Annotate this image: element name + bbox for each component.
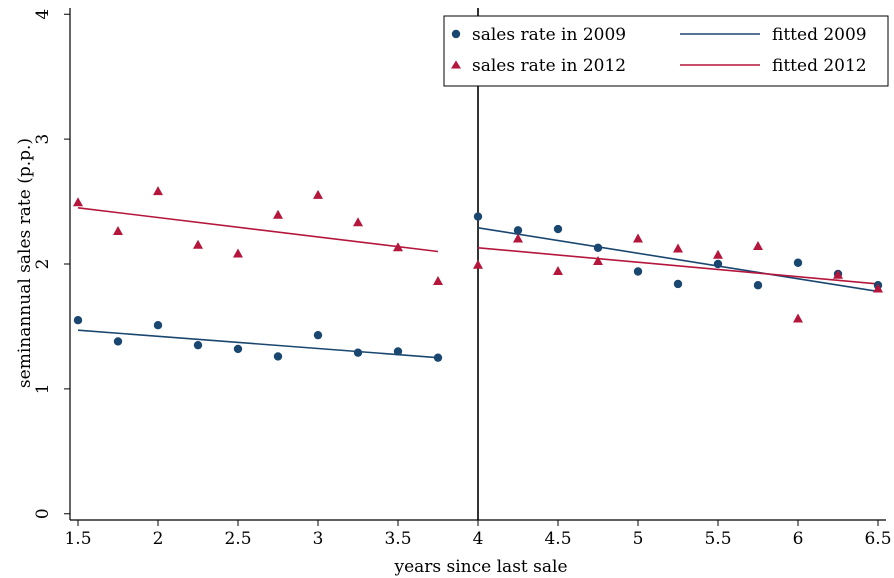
point-2012 [233, 248, 243, 258]
point-2012 [433, 275, 443, 285]
point-2012 [713, 249, 723, 259]
x-tick-label: 1.5 [64, 529, 91, 549]
legend-label-2009: sales rate in 2009 [472, 25, 626, 45]
legend: sales rate in 2009 sales rate in 2012 fi… [443, 15, 889, 87]
y-tick-label: 0 [33, 508, 53, 519]
point-2009 [73, 315, 83, 325]
point-2009 [593, 243, 603, 252]
point-2012 [793, 313, 803, 323]
point-2012 [193, 239, 203, 249]
x-tick-label: 6 [793, 529, 804, 549]
points-layer [73, 186, 883, 362]
point-2012 [833, 269, 843, 279]
point-2012 [513, 233, 523, 243]
point-2009 [513, 226, 523, 235]
point-2009 [313, 330, 323, 340]
point-2009 [793, 258, 803, 267]
point-2012 [353, 217, 363, 227]
y-tick-label: 2 [33, 259, 53, 270]
x-tick-label: 3.5 [384, 529, 411, 549]
point-2012 [553, 265, 563, 275]
point-2012 [873, 283, 883, 293]
point-2009 [153, 320, 163, 330]
fitted-line-fitted-2012 [77, 207, 439, 253]
legend-label-fitted-2012: fitted 2012 [772, 56, 867, 76]
y-tick-label: 1 [33, 383, 53, 394]
point-2009 [233, 344, 243, 354]
x-tick-label: 5.5 [704, 529, 731, 549]
point-2012 [633, 233, 643, 243]
x-tick-label: 2 [153, 529, 164, 549]
point-2012 [313, 189, 323, 199]
x-tick-label: 4.5 [544, 529, 571, 549]
legend-marker-2012 [451, 60, 461, 69]
point-2012 [473, 259, 483, 269]
point-2009 [353, 348, 363, 357]
point-2009 [673, 279, 683, 289]
point-2009 [473, 212, 483, 221]
y-tick-label: 3 [33, 134, 53, 145]
point-2009 [193, 340, 203, 350]
fitted-line-fitted-2009 [77, 329, 439, 359]
legend-label-2012: sales rate in 2012 [472, 56, 626, 76]
x-tick-label: 5 [633, 529, 644, 549]
point-2009 [633, 267, 643, 276]
legend-label-fitted-2009: fitted 2009 [772, 25, 867, 45]
point-2009 [113, 337, 123, 346]
x-tick-label: 6.5 [864, 529, 891, 549]
point-2009 [433, 353, 443, 362]
point-2012 [113, 226, 123, 236]
x-tick-label: 4 [473, 529, 484, 549]
legend-box [443, 15, 889, 87]
x-tick-label: 3 [313, 529, 324, 549]
x-tick-label: 2.5 [224, 529, 251, 549]
y-tick-label: 4 [33, 9, 53, 20]
fitted-line-fitted-2012 [477, 246, 879, 285]
point-2009 [753, 281, 763, 290]
point-2012 [273, 209, 283, 219]
point-2012 [153, 186, 163, 196]
axes-layer: 1.5 2 2.5 3 3.5 4 4.5 5 5.5 6 6.5 0 1 2 3 4 [33, 8, 892, 549]
point-2009 [393, 347, 403, 356]
point-2009 [713, 259, 723, 269]
point-2012 [593, 256, 603, 266]
legend-marker-2009 [451, 29, 461, 39]
point-2012 [753, 241, 763, 251]
point-2009 [553, 224, 563, 234]
x-axis-title: years since last sale [393, 557, 567, 577]
y-axis-title: seminannual sales rate (p.p.) [15, 138, 35, 388]
point-2012 [393, 242, 403, 252]
point-2012 [73, 197, 83, 207]
fitted-line-fitted-2009 [477, 226, 879, 293]
point-2009 [273, 352, 283, 361]
point-2012 [673, 243, 683, 253]
fitted-lines-layer [77, 207, 879, 359]
